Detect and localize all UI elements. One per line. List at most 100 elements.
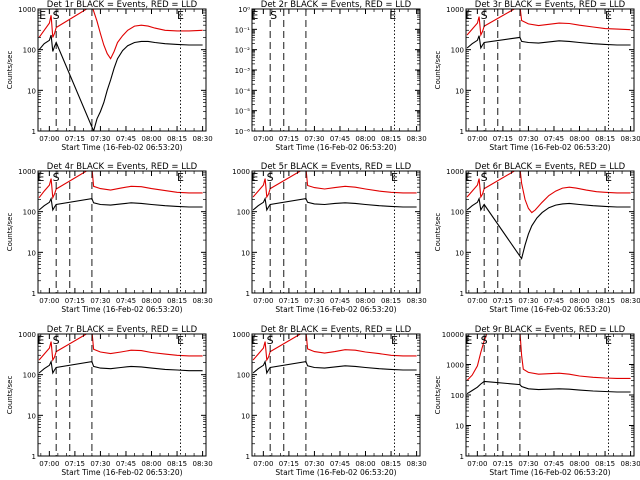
x-tick-label: 07:15 [279,297,299,305]
x-tick-label: 07:15 [493,297,513,305]
y-tick-label: 1000 [446,362,464,370]
x-tick-label: 08:15 [381,135,401,143]
x-tick-label: 08:15 [167,297,187,305]
chart-title: Det 9r BLACK = Events, RED = LLD [475,325,626,335]
y-tick-label: 1 [246,453,250,461]
interval-label: E [605,9,612,22]
events-series-line [466,35,631,50]
y-tick-label: 10 [27,87,36,95]
x-tick-label: 07:45 [330,297,350,305]
x-tick-label: 07:45 [116,460,136,468]
x-axis-label: Start Time (16-Feb-02 06:53:20) [489,143,610,152]
interval-label: S [481,9,488,22]
chart-title: Det 4r BLACK = Events, RED = LLD [47,162,198,172]
x-tick-label: 08:30 [621,135,640,143]
y-tick-label: 100 [237,372,250,380]
x-tick-label: 07:15 [65,460,85,468]
y-tick-label: 10⁻³ [235,67,251,75]
interval-label: S [53,9,60,22]
y-tick-label: 10 [241,249,250,257]
plot-frame [251,333,421,457]
y-tick-label: 10 [455,423,464,431]
x-tick-label: 07:00 [39,297,59,305]
x-tick-label: 07:00 [39,460,59,468]
interval-label: E [177,9,184,22]
interval-label: S [53,171,60,184]
lld-series-line [466,9,631,38]
y-tick-label: 1 [32,128,36,136]
lld-series-line [252,334,417,362]
interval-label: E [177,171,184,184]
y-tick-label: 100 [23,209,36,217]
x-axis-label: Start Time (16-Feb-02 06:53:20) [61,468,182,477]
x-axis-label: Start Time (16-Feb-02 06:53:20) [489,468,610,477]
x-tick-label: 08:30 [407,460,427,468]
y-tick-label: 1000 [232,331,250,339]
chart-title: Det 2r BLACK = Events, RED = LLD [261,0,412,10]
y-tick-label: 100 [23,47,36,55]
y-tick-label: 1 [460,290,464,298]
y-tick-label: 1000 [18,6,36,14]
y-tick-label: 1000 [18,168,36,176]
plot-frame [37,8,207,132]
lld-series-line [252,171,417,199]
y-tick-label: 1000 [232,168,250,176]
y-axis-label: Counts/sec [6,376,14,415]
x-axis-label: Start Time (16-Feb-02 06:53:20) [61,143,182,152]
x-tick-label: 08:00 [355,135,375,143]
x-tick-label: 07:30 [90,297,110,305]
y-tick-label: 10 [455,249,464,257]
interval-label: E [251,9,258,22]
y-tick-label: 1 [246,290,250,298]
y-tick-label: 100 [451,209,464,217]
x-axis-label: Start Time (16-Feb-02 06:53:20) [275,143,396,152]
interval-label: S [481,171,488,184]
y-tick-label: 100 [237,209,250,217]
x-tick-label: 08:15 [167,135,187,143]
y-tick-label: 1 [32,453,36,461]
x-tick-label: 07:15 [493,460,513,468]
lld-series-line [38,9,203,60]
x-axis-label: Start Time (16-Feb-02 06:53:20) [275,468,396,477]
y-tick-label: 10 [27,412,36,420]
y-axis-label: Counts/sec [434,51,442,90]
x-tick-label: 08:15 [167,460,187,468]
plot-frame [465,8,635,132]
chart-title: Det 3r BLACK = Events, RED = LLD [475,0,626,10]
interval-label: E [39,9,46,22]
x-tick-label: 07:45 [544,135,564,143]
x-tick-label: 08:00 [355,460,375,468]
y-tick-label: 10⁻⁴ [235,87,251,95]
x-tick-label: 07:45 [116,297,136,305]
x-tick-label: 07:30 [90,460,110,468]
interval-label: S [481,334,488,347]
x-tick-label: 07:00 [253,135,273,143]
plot-frame [251,170,421,294]
x-tick-label: 07:30 [304,135,324,143]
chart-title: Det 1r BLACK = Events, RED = LLD [47,0,198,10]
x-tick-label: 07:30 [90,135,110,143]
y-axis-label: Counts/sec [6,51,14,90]
x-tick-label: 07:00 [39,135,59,143]
x-tick-label: 08:00 [569,297,589,305]
y-tick-label: 1 [32,290,36,298]
x-tick-label: 07:15 [65,297,85,305]
x-tick-label: 07:45 [544,297,564,305]
x-tick-label: 07:00 [467,460,487,468]
y-axis-label: Counts/sec [434,213,442,252]
lld-series-line [38,334,203,362]
y-tick-label: 1000 [446,168,464,176]
x-tick-label: 08:15 [381,460,401,468]
x-tick-label: 07:15 [65,135,85,143]
chart-title: Det 7r BLACK = Events, RED = LLD [47,325,198,335]
x-tick-label: 08:00 [141,135,161,143]
x-tick-label: 07:00 [253,460,273,468]
x-tick-label: 07:45 [544,460,564,468]
y-tick-label: 1000 [446,6,464,14]
x-tick-label: 07:30 [304,460,324,468]
